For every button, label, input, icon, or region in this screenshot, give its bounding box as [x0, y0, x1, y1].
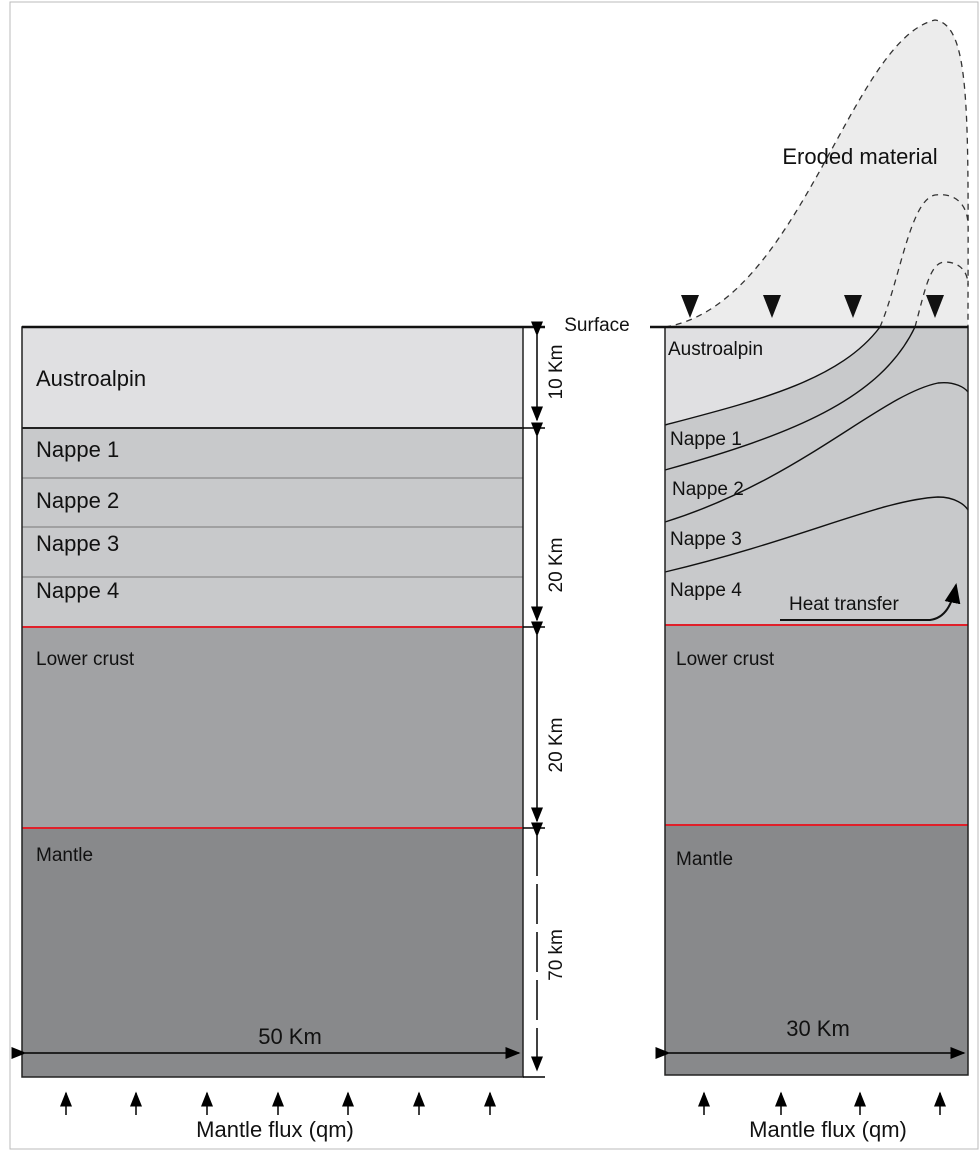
- flux-label: Mantle flux (qm): [749, 1117, 907, 1142]
- diagram: Austroalpin Nappe 1 Nappe 2 Nappe 3 Napp…: [0, 0, 979, 1150]
- left-column: Austroalpin Nappe 1 Nappe 2 Nappe 3 Napp…: [22, 327, 567, 1142]
- thickness-label: 70 km: [546, 929, 567, 981]
- layer-label: Mantle: [36, 845, 93, 866]
- flux-label: Mantle flux (qm): [196, 1117, 354, 1142]
- heat-label: Heat transfer: [789, 594, 899, 615]
- width-label: 50 Km: [258, 1024, 322, 1049]
- surface-label: Surface: [564, 315, 629, 336]
- layer-label: Mantle: [676, 849, 733, 870]
- eroded-label: Eroded material: [782, 144, 937, 169]
- layer-label: Nappe 2: [36, 488, 119, 513]
- layer-label: Nappe 2: [672, 479, 744, 500]
- layer-label: Nappe 1: [36, 437, 119, 462]
- layer-label: Nappe 3: [670, 529, 742, 550]
- width-label: 30 Km: [786, 1016, 850, 1041]
- layer-label: Lower crust: [676, 649, 775, 670]
- thickness-label: 10 Km: [546, 345, 567, 400]
- layer-label: Austroalpin: [36, 366, 146, 391]
- layer-label: Nappe 1: [670, 429, 742, 450]
- thickness-label: 20 Km: [546, 718, 567, 773]
- thickness-label: 20 Km: [546, 538, 567, 593]
- page: {"left_panel":{"layers":["Austroalpin","…: [0, 0, 979, 1150]
- layer-label: Austroalpin: [668, 339, 763, 360]
- layer-label: Nappe 4: [36, 578, 119, 603]
- right-column: Eroded material Austroalpin Nappe 1 Napp…: [650, 20, 968, 1142]
- layer-label: Lower crust: [36, 649, 135, 670]
- layer-label: Nappe 3: [36, 531, 119, 556]
- layer-label: Nappe 4: [670, 580, 742, 601]
